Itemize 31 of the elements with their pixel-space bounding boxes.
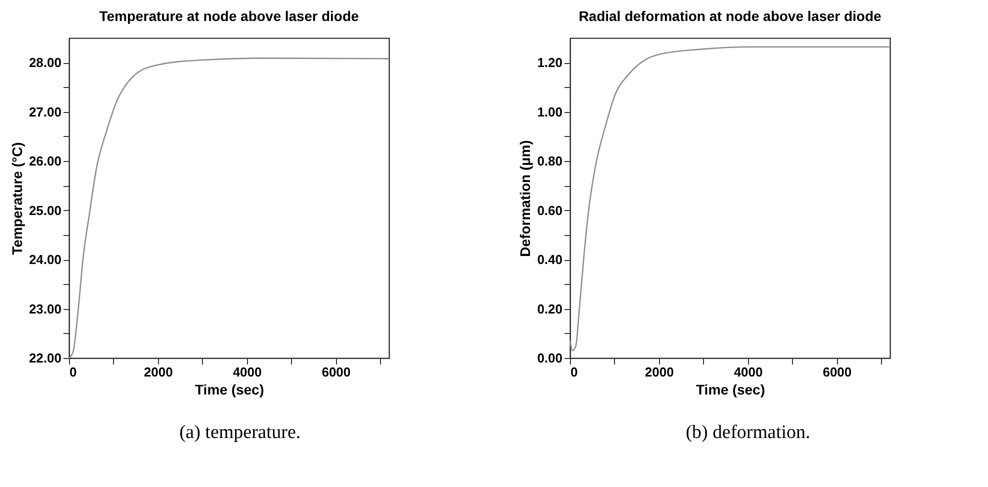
text: (a) temperature. [178, 422, 302, 444]
chart-title: Radial deformation at node above laser diode [578, 8, 882, 24]
x-tick-label: 4000 [232, 364, 262, 380]
x-tick-label: 6000 [822, 364, 852, 380]
x-axis-title: Time (sec) [696, 382, 765, 398]
y-tick-label: 24.00 [28, 252, 62, 268]
y-tick-label: 27.00 [28, 104, 62, 120]
y-tick-label: 26.00 [28, 154, 62, 169]
x-tick-label: 4000 [734, 364, 763, 380]
y-tick-label: 22.00 [28, 350, 62, 366]
y-tick-label: 1.20 [537, 55, 562, 70]
y-tick-label: 0.40 [537, 252, 562, 268]
y-tick-label: 28.00 [28, 55, 62, 70]
x-axis-title: Time (sec) [195, 382, 264, 398]
y-tick-label: 23.00 [28, 301, 62, 316]
text: (b) deformation. [684, 422, 812, 444]
x-tick-label: 6000 [322, 364, 351, 380]
y-axis-title: Temperature (°C) [8, 142, 25, 255]
x-tick-label: 0 [570, 364, 578, 380]
y-tick-label: 0.80 [537, 154, 562, 169]
line-series [569, 46, 891, 352]
y-tick-label: 0.60 [537, 202, 562, 218]
y-tick-label: 0.20 [537, 301, 562, 316]
y-tick-label: 25.00 [28, 202, 62, 218]
x-tick-label: 2000 [644, 364, 674, 380]
y-tick-label: 0.00 [537, 350, 562, 366]
y-axis-title: Deformation (μm) [517, 140, 534, 257]
y-tick-label: 1.00 [537, 104, 562, 120]
chart-title: Temperature at node above laser diode [99, 8, 360, 24]
x-tick-label: 2000 [144, 364, 173, 380]
x-tick-label: 0 [70, 364, 77, 380]
